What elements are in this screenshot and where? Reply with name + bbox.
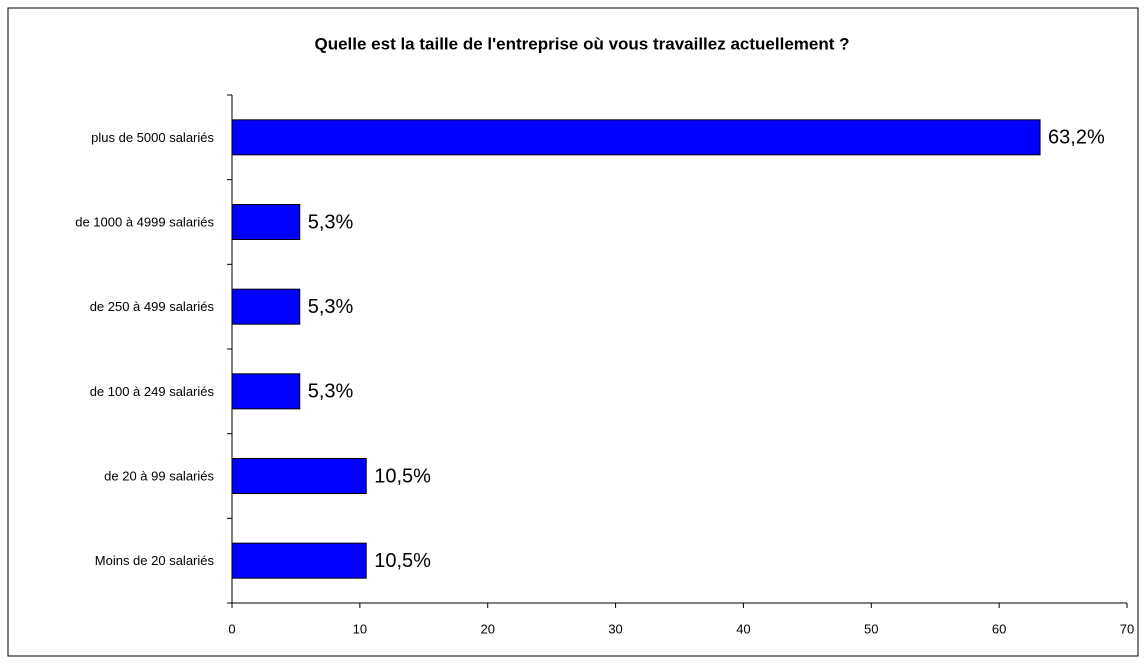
- x-tick-label: 50: [864, 621, 878, 636]
- x-tick-label: 70: [1120, 621, 1134, 636]
- data-label: 10,5%: [374, 465, 431, 487]
- bar: [231, 458, 367, 494]
- data-label: 10,5%: [374, 550, 431, 572]
- bar: [231, 288, 301, 325]
- y-tick-label: de 250 à 499 salariés: [90, 299, 215, 314]
- y-tick-label: Moins de 20 salariés: [95, 553, 215, 568]
- bar: [231, 119, 1041, 156]
- y-tick-label: plus de 5000 salariés: [91, 130, 214, 145]
- x-tick-label: 40: [736, 621, 750, 636]
- data-label: 5,3%: [308, 211, 354, 233]
- x-tick-label: 30: [608, 621, 622, 636]
- bar: [231, 373, 301, 410]
- data-label: 63,2%: [1048, 127, 1105, 149]
- data-label: 5,3%: [308, 381, 354, 403]
- y-tick-label: de 100 à 249 salariés: [90, 384, 215, 399]
- x-tick-label: 10: [353, 621, 367, 636]
- bar: [231, 542, 367, 579]
- chart-title: Quelle est la taille de l'entreprise où …: [314, 34, 849, 53]
- chart-border: [7, 7, 1139, 657]
- y-tick-label: de 20 à 99 salariés: [104, 468, 214, 483]
- x-tick-label: 0: [228, 621, 235, 636]
- x-tick-label: 60: [992, 621, 1006, 636]
- x-tick-label: 20: [480, 621, 494, 636]
- y-tick-label: de 1000 à 4999 salariés: [75, 214, 214, 229]
- data-label: 5,3%: [308, 296, 354, 318]
- bar: [231, 204, 301, 240]
